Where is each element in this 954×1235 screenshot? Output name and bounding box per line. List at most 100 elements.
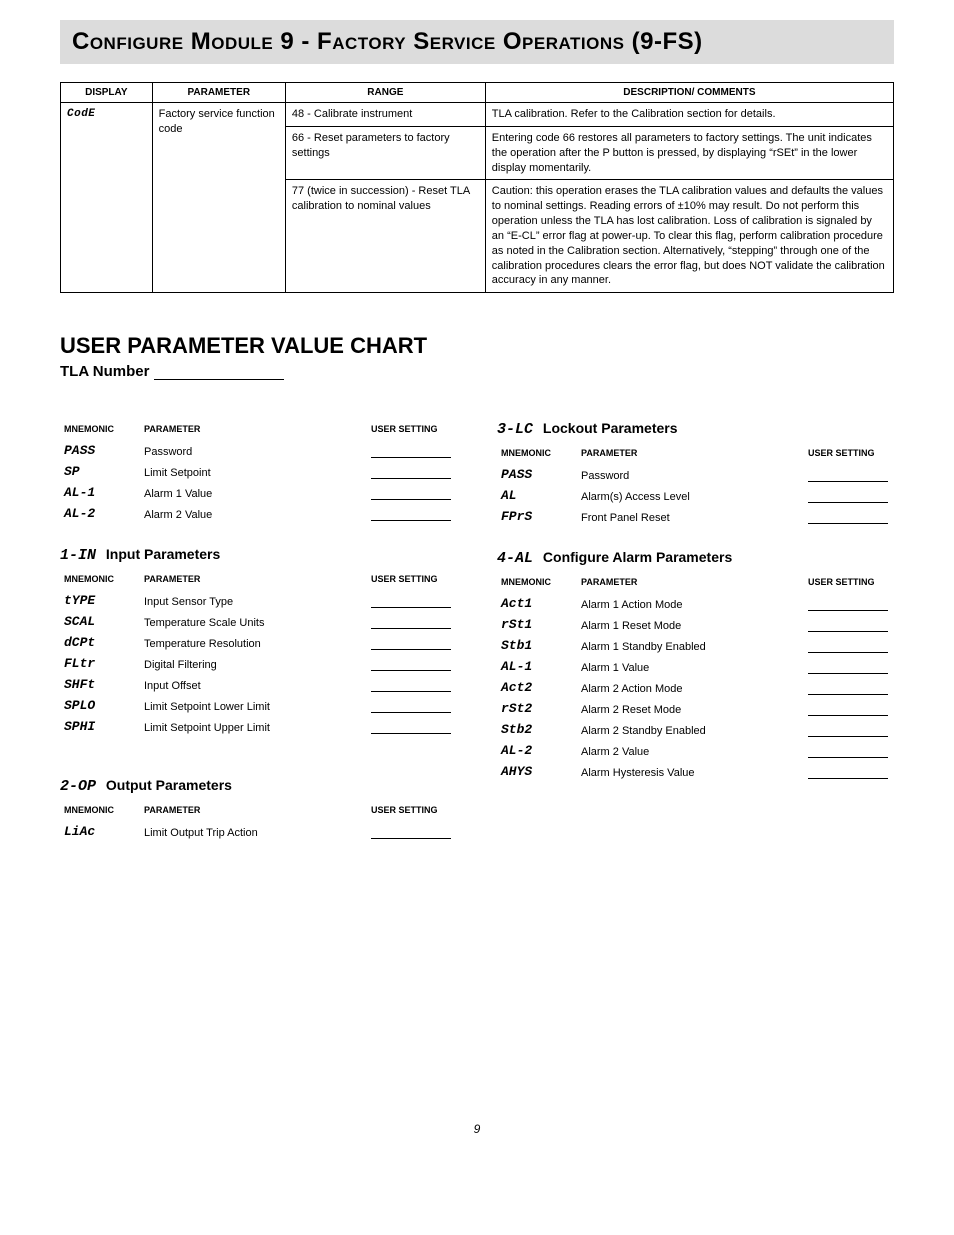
input-table: MNEMONIC PARAMETER USER SETTING tYPEInpu… (60, 570, 457, 737)
parameter-cell: Input Offset (140, 674, 367, 695)
setting-blank (371, 596, 451, 608)
config-table: DISPLAY PARAMETER RANGE DESCRIPTION/ COM… (60, 82, 894, 293)
mnemonic-cell: Stb1 (497, 635, 577, 656)
mnemonic-cell: AL (497, 485, 577, 506)
setting-blank (371, 617, 451, 629)
user-setting-cell (804, 464, 894, 485)
param-row: tYPEInput Sensor Type (60, 590, 457, 611)
parameter-cell: Alarm 2 Action Mode (577, 677, 804, 698)
param-cell: Factory service function code (152, 103, 285, 293)
user-setting-cell (804, 656, 894, 677)
setting-blank (808, 683, 888, 695)
hdr-us: USER SETTING (367, 801, 457, 821)
mnemonic-cell: FPrS (497, 506, 577, 527)
parameter-cell: Input Sensor Type (140, 590, 367, 611)
th-display: DISPLAY (61, 83, 153, 103)
mnemonic-cell: Act1 (497, 593, 577, 614)
hdr-mn: MNEMONIC (60, 420, 140, 440)
mnemonic-cell: SPHI (60, 716, 140, 737)
hdr-mn: MNEMONIC (60, 570, 140, 590)
page-title: Configure Module 9 - Factory Service Ope… (60, 20, 894, 64)
user-setting-cell (804, 593, 894, 614)
mnemonic-cell: LiAc (60, 821, 140, 842)
parameter-cell: Alarm 1 Reset Mode (577, 614, 804, 635)
th-parameter: PARAMETER (152, 83, 285, 103)
input-title: 1-IN Input Parameters (60, 546, 457, 564)
lockout-table: MNEMONIC PARAMETER USER SETTING PASSPass… (497, 444, 894, 527)
setting-blank (808, 620, 888, 632)
param-row: FPrSFront Panel Reset (497, 506, 894, 527)
setting-blank (371, 680, 451, 692)
setting-blank (371, 701, 451, 713)
setting-blank (808, 599, 888, 611)
parameter-cell: Alarm(s) Access Level (577, 485, 804, 506)
alarm-table: MNEMONIC PARAMETER USER SETTING Act1Alar… (497, 573, 894, 782)
param-row: ALAlarm(s) Access Level (497, 485, 894, 506)
setting-blank (808, 725, 888, 737)
range-1: 66 - Reset parameters to factory setting… (285, 126, 485, 180)
mnemonic-cell: PASS (60, 440, 140, 461)
mnemonic-cell: dCPt (60, 632, 140, 653)
setting-blank (371, 638, 451, 650)
user-setting-cell (804, 761, 894, 782)
parameter-cell: Password (577, 464, 804, 485)
setting-blank (371, 488, 451, 500)
setting-blank (371, 722, 451, 734)
parameter-cell: Limit Setpoint Upper Limit (140, 716, 367, 737)
hdr-pm: PARAMETER (140, 801, 367, 821)
output-code: 2-OP (60, 778, 96, 795)
desc-1: Entering code 66 restores all parameters… (485, 126, 893, 180)
param-row: SPLimit Setpoint (60, 461, 457, 482)
hdr-mn: MNEMONIC (497, 444, 577, 464)
user-setting-cell (804, 614, 894, 635)
hdr-us: USER SETTING (367, 420, 457, 440)
param-row: Stb1Alarm 1 Standby Enabled (497, 635, 894, 656)
hdr-pm: PARAMETER (577, 573, 804, 593)
user-setting-cell (367, 821, 457, 842)
parameter-cell: Password (140, 440, 367, 461)
hdr-mn: MNEMONIC (60, 801, 140, 821)
parameter-cell: Alarm 2 Reset Mode (577, 698, 804, 719)
unlabeled-table: MNEMONIC PARAMETER USER SETTING PASSPass… (60, 420, 457, 524)
param-row: PASSPassword (497, 464, 894, 485)
param-row: Stb2Alarm 2 Standby Enabled (497, 719, 894, 740)
right-column: 3-LC Lockout Parameters MNEMONIC PARAMET… (497, 420, 894, 842)
output-text: Output Parameters (106, 777, 232, 793)
mnemonic-cell: PASS (497, 464, 577, 485)
setting-blank (371, 659, 451, 671)
setting-blank (808, 470, 888, 482)
setting-blank (371, 509, 451, 521)
setting-blank (808, 767, 888, 779)
mnemonic-cell: AHYS (497, 761, 577, 782)
th-range: RANGE (285, 83, 485, 103)
hdr-us: USER SETTING (804, 444, 894, 464)
parameter-cell: Alarm 2 Value (140, 503, 367, 524)
parameter-cell: Alarm 2 Standby Enabled (577, 719, 804, 740)
param-row: Act2Alarm 2 Action Mode (497, 677, 894, 698)
tla-number-label: TLA Number (60, 363, 149, 380)
left-column: MNEMONIC PARAMETER USER SETTING PASSPass… (60, 420, 457, 842)
alarm-title: 4-AL Configure Alarm Parameters (497, 549, 894, 567)
output-table: MNEMONIC PARAMETER USER SETTING LiAcLimi… (60, 801, 457, 842)
user-setting-cell (367, 674, 457, 695)
parameter-cell: Front Panel Reset (577, 506, 804, 527)
parameter-cell: Limit Output Trip Action (140, 821, 367, 842)
param-row: SHFtInput Offset (60, 674, 457, 695)
user-setting-cell (804, 677, 894, 698)
mnemonic-cell: Stb2 (497, 719, 577, 740)
mnemonic-cell: SP (60, 461, 140, 482)
hdr-mn: MNEMONIC (497, 573, 577, 593)
input-code: 1-IN (60, 547, 96, 564)
user-setting-cell (804, 635, 894, 656)
user-setting-cell (367, 632, 457, 653)
param-row: rSt2Alarm 2 Reset Mode (497, 698, 894, 719)
chart-sub: TLA Number (60, 363, 894, 380)
param-row: SCALTemperature Scale Units (60, 611, 457, 632)
parameter-cell: Alarm 1 Standby Enabled (577, 635, 804, 656)
param-row: Act1Alarm 1 Action Mode (497, 593, 894, 614)
lockout-code: 3-LC (497, 421, 533, 438)
hdr-us: USER SETTING (367, 570, 457, 590)
user-setting-cell (804, 698, 894, 719)
input-text: Input Parameters (106, 546, 220, 562)
lockout-title: 3-LC Lockout Parameters (497, 420, 894, 438)
